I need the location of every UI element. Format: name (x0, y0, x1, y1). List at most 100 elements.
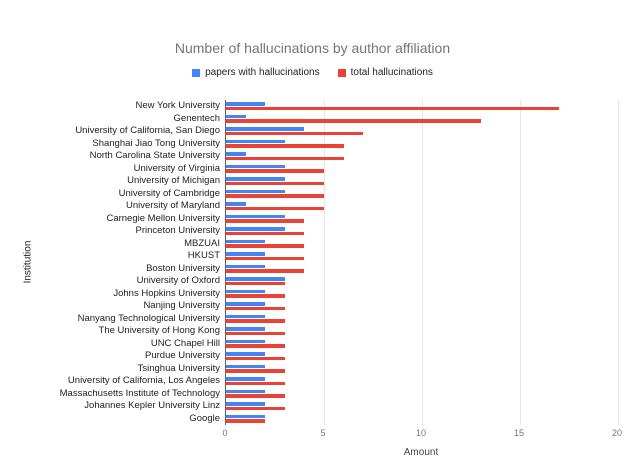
papers-bar (226, 177, 285, 181)
total-bar (226, 269, 305, 273)
total-bar (226, 156, 344, 160)
y-axis-label: University of Maryland (126, 200, 220, 211)
gridline (422, 100, 423, 425)
papers-bar (226, 189, 285, 193)
y-axis-label: The University of Hong Kong (98, 325, 220, 336)
papers-bar (226, 339, 266, 343)
total-bar (226, 319, 285, 323)
total-bar (226, 219, 305, 223)
y-axis-label: Johannes Kepler University Linz (84, 400, 220, 411)
legend-item: total hallucinations (337, 67, 433, 78)
bar-row (226, 200, 618, 213)
total-bar (226, 231, 305, 235)
total-bar (226, 344, 285, 348)
y-axis-label: Shanghai Jiao Tong University (92, 137, 220, 149)
y-axis-label: University of Cambridge (118, 187, 220, 199)
y-axis-label: Genentech (173, 112, 220, 124)
bar-row (226, 288, 618, 301)
papers-bar (226, 289, 266, 293)
bar-row (226, 313, 618, 326)
papers-bar (226, 114, 246, 118)
total-bar (226, 419, 266, 423)
papers-bar (226, 327, 266, 331)
y-axis-label: Google (189, 412, 220, 424)
y-axis-label: UNC Chapel Hill (150, 337, 220, 349)
bar-row (226, 263, 618, 276)
chart-title: Number of hallucinations by author affil… (174, 40, 451, 56)
y-axis-label: Nanyang Technological University (77, 312, 220, 324)
y-axis-label: HKUST (187, 250, 220, 261)
bar-row (226, 250, 618, 263)
papers-bar (226, 414, 266, 418)
x-axis-tick-label: 5 (320, 428, 326, 438)
bar-row (226, 138, 618, 151)
y-axis-label: University of Michigan (127, 175, 220, 186)
legend-label: total hallucinations (350, 67, 433, 78)
papers-bar (226, 277, 285, 281)
bar-row (226, 225, 618, 238)
bar-row (226, 338, 618, 351)
y-axis-label: New York University (135, 100, 220, 111)
total-bar (226, 194, 324, 198)
papers-bar (226, 164, 285, 168)
gridline (618, 100, 619, 425)
papers-bar (226, 302, 266, 306)
y-axis-label: Carnegie Mellon University (106, 212, 220, 224)
y-axis-label: University of Oxford (136, 275, 220, 286)
papers-bar (226, 252, 266, 256)
x-axis-tick-label: 15 (513, 428, 525, 438)
papers-bar (226, 202, 246, 206)
x-axis-title: Amount (403, 447, 439, 458)
papers-bar (226, 352, 266, 356)
y-axis-label: University of Virginia (133, 162, 220, 174)
bar-row (226, 363, 618, 376)
bar-row (226, 350, 618, 363)
papers-bar (226, 139, 285, 143)
gridline (520, 100, 521, 425)
bar-row (226, 150, 618, 163)
x-axis-tick-label: 10 (415, 428, 427, 438)
total-bar (226, 331, 285, 335)
bar-row (226, 275, 618, 288)
plot-area (225, 100, 619, 426)
y-axis-label: Boston University (146, 262, 220, 274)
total-bar (226, 294, 285, 298)
bar-row (226, 238, 618, 251)
papers-bar (226, 239, 266, 243)
y-axis-label: North Carolina State University (89, 150, 220, 161)
bar-row (226, 125, 618, 138)
papers-bar (226, 364, 266, 368)
y-axis-label: Princeton University (135, 225, 220, 236)
legend-item: papers with hallucinations (192, 67, 320, 78)
papers-bar (226, 377, 266, 381)
y-axis-label: University of California, San Diego (75, 125, 220, 136)
bar-row (226, 300, 618, 313)
y-axis-label: Nanjing University (143, 300, 220, 311)
bar-row (226, 325, 618, 338)
y-axis-label: University of California, Los Angeles (67, 375, 220, 386)
total-bar (226, 119, 481, 123)
y-axis-label: Tsinghua University (137, 362, 220, 374)
papers-bar (226, 214, 285, 218)
bar-row (226, 113, 618, 126)
total-bar (226, 281, 285, 285)
legend-swatch-icon (192, 68, 201, 77)
papers-bar (226, 402, 266, 406)
y-axis-label: Purdue University (145, 350, 220, 361)
bar-row (226, 413, 618, 426)
x-axis-tick-label: 0 (222, 428, 228, 438)
total-bar (226, 181, 324, 185)
papers-bar (226, 127, 305, 131)
total-bar (226, 381, 285, 385)
y-axis-label: Massachusetts Institute of Technology (59, 387, 220, 399)
y-axis-label: MBZUAI (184, 237, 220, 249)
gridline (324, 100, 325, 425)
bar-row (226, 388, 618, 401)
bar-row (226, 175, 618, 188)
y-axis-labels: New York University Genentech University o… (0, 100, 220, 425)
papers-bar (226, 264, 266, 268)
papers-bar (226, 314, 266, 318)
total-bar (226, 356, 285, 360)
legend-swatch-icon (337, 68, 346, 77)
total-bar (226, 369, 285, 373)
